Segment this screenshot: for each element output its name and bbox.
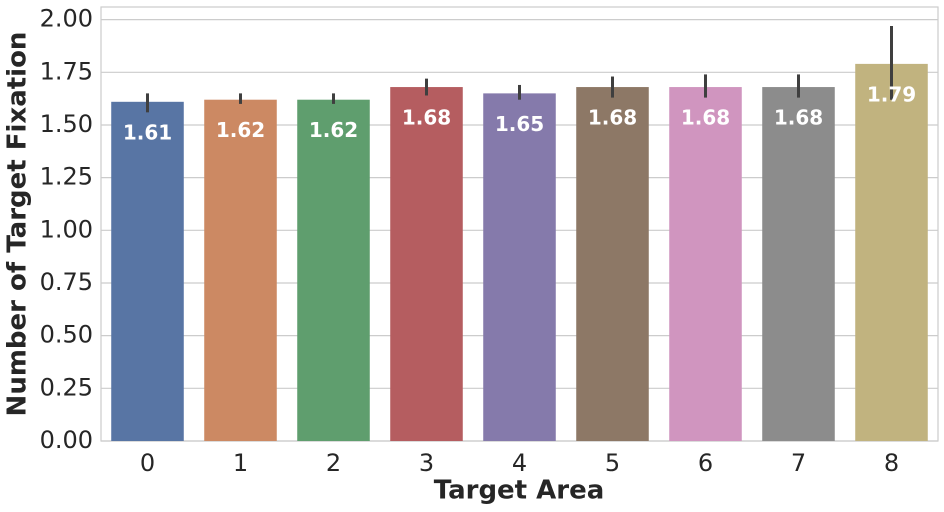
bar [390, 87, 463, 441]
y-tick-label: 2.00 [40, 5, 93, 33]
value-label: 1.79 [867, 82, 916, 106]
value-label: 1.62 [309, 118, 358, 142]
value-label: 1.68 [774, 106, 823, 130]
y-axis-title: Number of Target Fixation [3, 32, 33, 417]
value-label: 1.61 [123, 120, 172, 144]
x-tick-label: 3 [419, 449, 434, 477]
bar [576, 87, 649, 441]
y-tick-label: 0.00 [40, 426, 93, 454]
value-label: 1.68 [402, 106, 451, 130]
bar [297, 99, 370, 441]
bar [111, 101, 184, 442]
y-tick-label: 1.75 [40, 57, 93, 85]
x-tick-label: 7 [791, 449, 806, 477]
x-tick-label: 6 [698, 449, 713, 477]
x-axis-title: Target Area [434, 476, 605, 506]
x-tick-label: 5 [605, 449, 620, 477]
x-tick-label: 8 [884, 449, 899, 477]
y-tick-label: 1.25 [40, 163, 93, 191]
y-tick-label: 0.25 [40, 373, 93, 401]
x-tick-label: 4 [512, 449, 527, 477]
bar [855, 63, 928, 442]
y-tick-label: 1.00 [40, 215, 93, 243]
value-label: 1.68 [681, 106, 730, 130]
value-label: 1.68 [588, 106, 637, 130]
y-tick-label: 0.75 [40, 268, 93, 296]
value-label: 1.65 [495, 112, 544, 136]
bar [762, 87, 835, 441]
x-tick-label: 0 [140, 449, 155, 477]
x-tick-label: 2 [326, 449, 341, 477]
value-label: 1.62 [216, 118, 265, 142]
bar [669, 87, 742, 441]
bar [204, 99, 277, 441]
y-tick-label: 0.50 [40, 321, 93, 349]
x-tick-label: 1 [233, 449, 248, 477]
bar [483, 93, 556, 442]
y-tick-label: 1.50 [40, 110, 93, 138]
